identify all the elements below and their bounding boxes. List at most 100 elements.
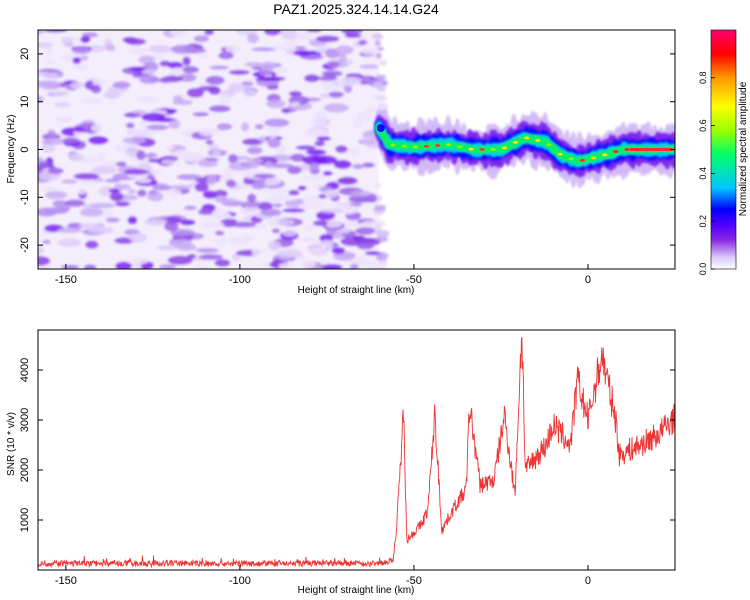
heatmap-noise-blob: [297, 185, 307, 191]
heatmap-noise-blob: [349, 263, 359, 269]
heatmap-noise-blob: [253, 173, 276, 179]
heatmap-noise-blob: [45, 60, 56, 65]
heatmap-noise-blob: [170, 67, 184, 76]
heatmap-noise-blob: [314, 140, 326, 147]
heatmap-noise-blob: [86, 44, 106, 53]
trace-hotspot: [468, 147, 474, 151]
heatmap-noise-blob: [40, 80, 62, 90]
heatmap-noise-blob: [158, 77, 172, 83]
heatmap-noise-blob: [60, 205, 71, 211]
heatmap-noise-blob: [215, 237, 228, 247]
heatmap-noise-blob: [352, 163, 364, 170]
heatmap-noise-blob: [251, 248, 261, 257]
heatmap-noise-blob: [373, 210, 385, 216]
heatmap-noise-blob: [198, 53, 210, 59]
heatmap-noise-blob: [375, 52, 382, 59]
snr-x-tick-label: -150: [55, 575, 77, 587]
heatmap-noise-blob: [267, 126, 283, 134]
heatmap-noise-blob: [281, 208, 306, 213]
colorbar: 0.0 0.2 0.4 0.6 0.8 Normalized spectral ampl…: [698, 29, 749, 276]
heatmap-noise-blob: [350, 190, 372, 197]
heatmap-noise-blob: [323, 103, 349, 113]
heatmap-noise-blob: [182, 56, 191, 66]
heatmap-y-tick-label: -20: [19, 237, 31, 253]
trace-hotspot: [501, 146, 508, 150]
trace-hotspot: [457, 145, 463, 149]
heatmap-noise-blob: [257, 201, 273, 211]
heatmap-noise-blob: [167, 61, 183, 69]
heatmap-noise-blob: [64, 199, 85, 207]
heatmap-noise-blob: [319, 233, 334, 242]
heatmap-noise-blob: [132, 110, 146, 115]
heatmap-noise-blob: [288, 90, 302, 97]
heatmap-noise-blob: [197, 81, 207, 87]
heatmap-noise-blob: [335, 145, 348, 153]
colorbar-tick-label: 0.2: [698, 215, 708, 228]
heatmap-noise-blob: [71, 46, 92, 55]
heatmap-noise-blob: [352, 119, 363, 129]
heatmap-noise-blob: [92, 78, 107, 87]
heatmap-noise-blob: [319, 92, 330, 99]
colorbar-tick-label: 0.0: [698, 263, 708, 276]
heatmap-noise-blob: [44, 191, 68, 200]
heatmap-noise-blob: [125, 38, 146, 46]
heatmap-noise-blob: [377, 252, 389, 261]
heatmap-noise-blob: [136, 150, 146, 161]
heatmap-noise-blob: [144, 218, 168, 226]
heatmap-noise-blob: [278, 262, 295, 269]
heatmap-noise-blob: [267, 219, 280, 227]
heatmap-noise-blob: [324, 221, 343, 228]
snr-y-tick-label: 2000: [19, 458, 31, 482]
heatmap-noise-blob: [315, 35, 340, 43]
heatmap-noise-blob: [38, 95, 44, 103]
heatmap-noise-blob: [295, 145, 316, 151]
heatmap-noise-blob: [379, 59, 387, 66]
heatmap-noise-blob: [375, 74, 387, 80]
chart-title: PAZ1.2025.324.14.14.G24: [273, 1, 439, 17]
heatmap-noise-blob: [83, 264, 97, 269]
heatmap-noise-blob: [165, 145, 175, 151]
heatmap-noise-blob: [147, 158, 164, 163]
heatmap-noise-blob: [359, 64, 379, 70]
heatmap-noise-blob: [193, 35, 210, 43]
heatmap-noise-blob: [304, 74, 320, 83]
heatmap-noise-blob: [68, 153, 84, 162]
heatmap-noise-blob: [328, 91, 344, 98]
heatmap-noise-blob: [135, 178, 152, 184]
heatmap-noise-blob: [272, 203, 283, 208]
heatmap-noise-blob: [374, 34, 383, 40]
heatmap-noise-blob: [198, 208, 214, 216]
heatmap-noise-blob: [232, 253, 241, 262]
heatmap-noise-blob: [168, 119, 181, 130]
heatmap-noise-blob: [366, 193, 378, 203]
heatmap-noise-blob: [164, 221, 179, 232]
heatmap-noise-blob: [286, 166, 302, 175]
heatmap-noise-blob: [38, 245, 44, 255]
heatmap-noise-blob: [176, 174, 202, 181]
heatmap-noise-blob: [128, 47, 149, 55]
heatmap-noise-blob: [326, 62, 341, 67]
heatmap-noise-blob: [57, 238, 82, 247]
heatmap-noise-blob: [303, 225, 316, 231]
heatmap-noise-blob: [336, 253, 356, 259]
heatmap-y-ticks: -20 -10 0 10 20: [19, 48, 675, 253]
heatmap-noise-blob: [116, 161, 127, 167]
heatmap-noise-blob: [77, 223, 102, 229]
trace-hotspot: [546, 143, 552, 147]
heatmap-noise-blob: [321, 85, 345, 91]
heatmap-noise-blob: [199, 127, 217, 137]
heatmap-noise-blob: [309, 162, 320, 172]
heatmap-x-tick-label: 0: [585, 274, 591, 286]
heatmap-noise-blob: [218, 51, 234, 60]
heatmap-noise-blob: [193, 48, 207, 54]
heatmap-noise-blob: [214, 259, 231, 267]
heatmap-noise-blob: [126, 257, 149, 265]
heatmap-noise-blob: [228, 69, 250, 75]
heatmap-noise-blob: [198, 254, 224, 260]
heatmap-noise-blob: [356, 112, 374, 122]
heatmap-noise-blob: [166, 189, 182, 197]
heatmap-noise-blob: [109, 191, 124, 202]
trace-hotspot: [490, 148, 496, 151]
heatmap-noise-blob: [72, 63, 90, 71]
